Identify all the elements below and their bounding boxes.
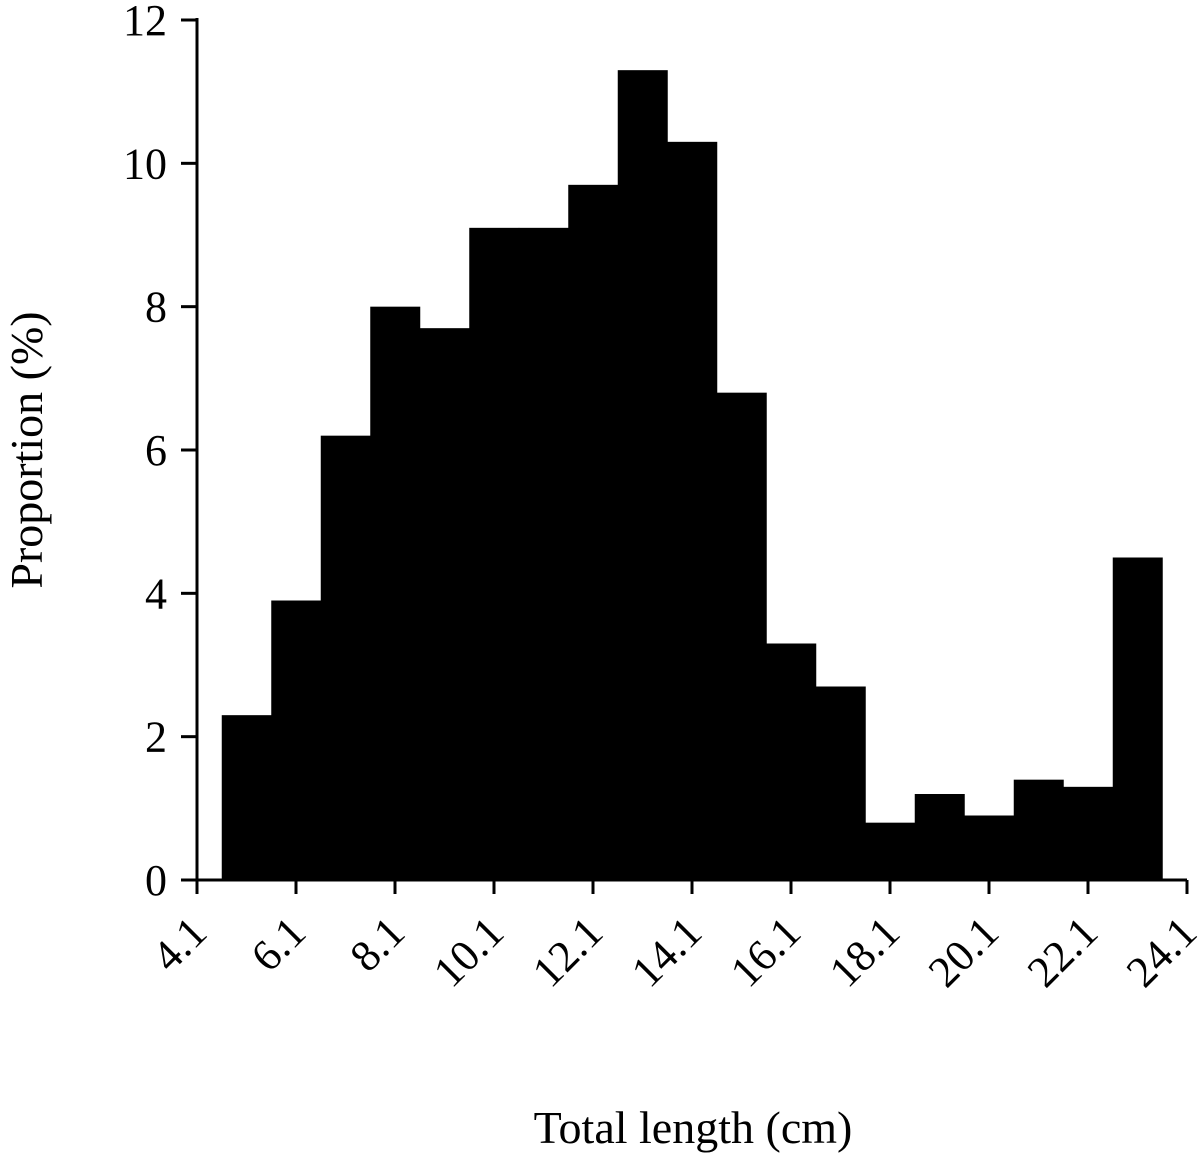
bar-8	[568, 184, 619, 881]
x-tick-label: 20.1	[919, 907, 1008, 996]
x-tick-label: 8.1	[341, 907, 415, 981]
x-tick-label: 6.1	[242, 907, 316, 981]
x-tick-label: 16.1	[721, 907, 810, 996]
bar-9	[617, 70, 668, 880]
bar-2	[271, 600, 322, 880]
x-tick-label: 14.1	[622, 907, 711, 996]
y-tick-label: 0	[145, 856, 167, 905]
bar-6	[469, 227, 520, 881]
y-tick-label: 10	[123, 139, 167, 188]
bar-10	[667, 141, 718, 881]
y-tick-label: 4	[145, 569, 167, 618]
bar-13	[815, 686, 866, 880]
y-axis: 0 2 4 6 8 10 12	[123, 0, 199, 905]
bar-15	[914, 794, 965, 880]
x-tick-label: 18.1	[820, 907, 909, 996]
bar-4	[370, 306, 421, 881]
y-tick-label: 12	[123, 0, 167, 45]
bar-17	[1013, 779, 1064, 880]
bar-7	[518, 227, 569, 881]
bar-14	[865, 822, 916, 880]
x-tick-label: 24.1	[1117, 907, 1200, 996]
bar-12	[766, 643, 817, 880]
x-tick-label: 10.1	[424, 907, 513, 996]
y-tick-label: 2	[145, 713, 167, 762]
y-axis-title: Proportion (%)	[1, 311, 52, 588]
x-axis-title: Total length (cm)	[534, 1102, 853, 1153]
bars-group	[221, 70, 1163, 881]
x-tick-label: 4.1	[143, 907, 217, 981]
x-axis: 4.1 6.1 8.1 10.1 12.1 14.1 16.1 18.1 20.1 22.1 24.…	[143, 878, 1200, 997]
bar-19	[1112, 557, 1163, 880]
bar-1	[221, 715, 272, 880]
y-tick-label: 8	[145, 283, 167, 332]
bar-3	[320, 435, 371, 880]
x-tick-label: 12.1	[523, 907, 612, 996]
y-tick-label: 6	[145, 426, 167, 475]
x-tick-label: 22.1	[1018, 907, 1107, 996]
bar-18	[1063, 786, 1114, 880]
bar-11	[716, 392, 767, 880]
bar-16	[964, 815, 1015, 880]
bar-5	[419, 328, 470, 881]
